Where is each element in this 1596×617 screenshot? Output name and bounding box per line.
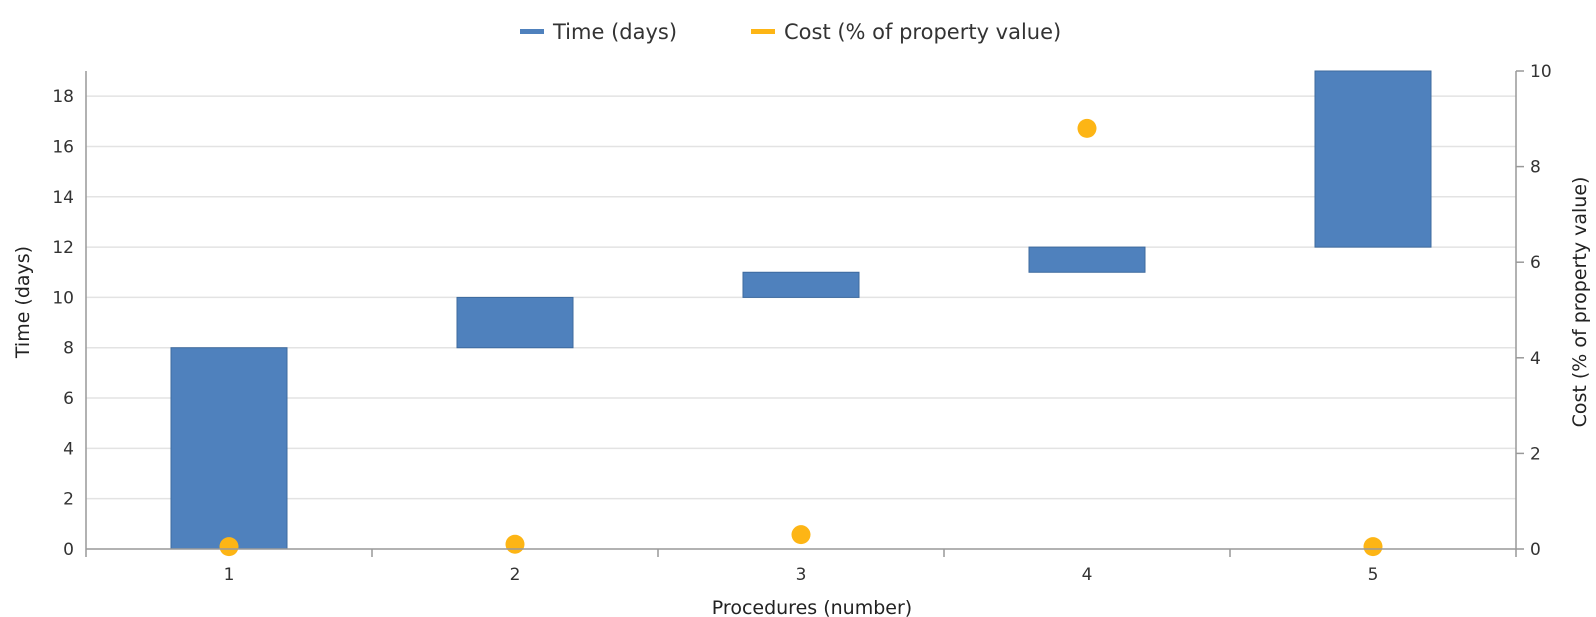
legend-swatch-time	[520, 29, 544, 34]
time-bar	[1314, 70, 1432, 248]
y-axis-title: Time (days)	[12, 246, 34, 359]
legend-label-time: Time (days)	[552, 20, 677, 44]
time-bar	[1028, 246, 1146, 273]
time-bar	[456, 296, 574, 349]
y-tick-label: 4	[63, 439, 74, 459]
cost-point	[1363, 537, 1383, 557]
cost-points	[219, 118, 1383, 557]
cost-point	[219, 537, 239, 557]
y-tick-label: 2	[63, 490, 74, 510]
y-tick-label: 16	[52, 137, 74, 157]
y2-tick-label: 4	[1530, 349, 1541, 369]
legend-label-cost: Cost (% of property value)	[784, 20, 1061, 44]
time-bars	[170, 70, 1432, 550]
x-tick-label: 5	[1368, 565, 1379, 585]
y2-axis-title: Cost (% of property value)	[1569, 177, 1591, 428]
x-axis-title: Procedures (number)	[712, 597, 912, 617]
cost-point	[791, 525, 811, 545]
x-tick-label: 3	[796, 565, 807, 585]
y2-tick-label: 8	[1530, 158, 1541, 178]
x-tick-label: 1	[224, 565, 235, 585]
y-tick-label: 12	[52, 238, 74, 258]
y-tick-label: 0	[63, 540, 74, 560]
time-bar	[170, 347, 288, 550]
axes	[85, 70, 1524, 557]
legend: Time (days) Cost (% of property value)	[520, 20, 1061, 44]
y-tick-label: 10	[52, 288, 74, 308]
x-tick-label: 2	[510, 565, 521, 585]
time-bar	[742, 271, 860, 298]
legend-swatch-cost	[751, 29, 775, 34]
y2-tick-label: 0	[1530, 540, 1541, 560]
y2-tick-label: 2	[1530, 444, 1541, 464]
y-tick-label: 8	[63, 339, 74, 359]
y-tick-label: 18	[52, 87, 74, 107]
cost-point	[505, 534, 525, 554]
x-tick-label: 4	[1082, 565, 1093, 585]
y-tick-label: 14	[52, 188, 74, 208]
y2-tick-label: 6	[1530, 253, 1541, 273]
y2-tick-label: 10	[1530, 62, 1552, 82]
y-tick-label: 6	[63, 389, 74, 409]
cost-point	[1077, 118, 1097, 138]
